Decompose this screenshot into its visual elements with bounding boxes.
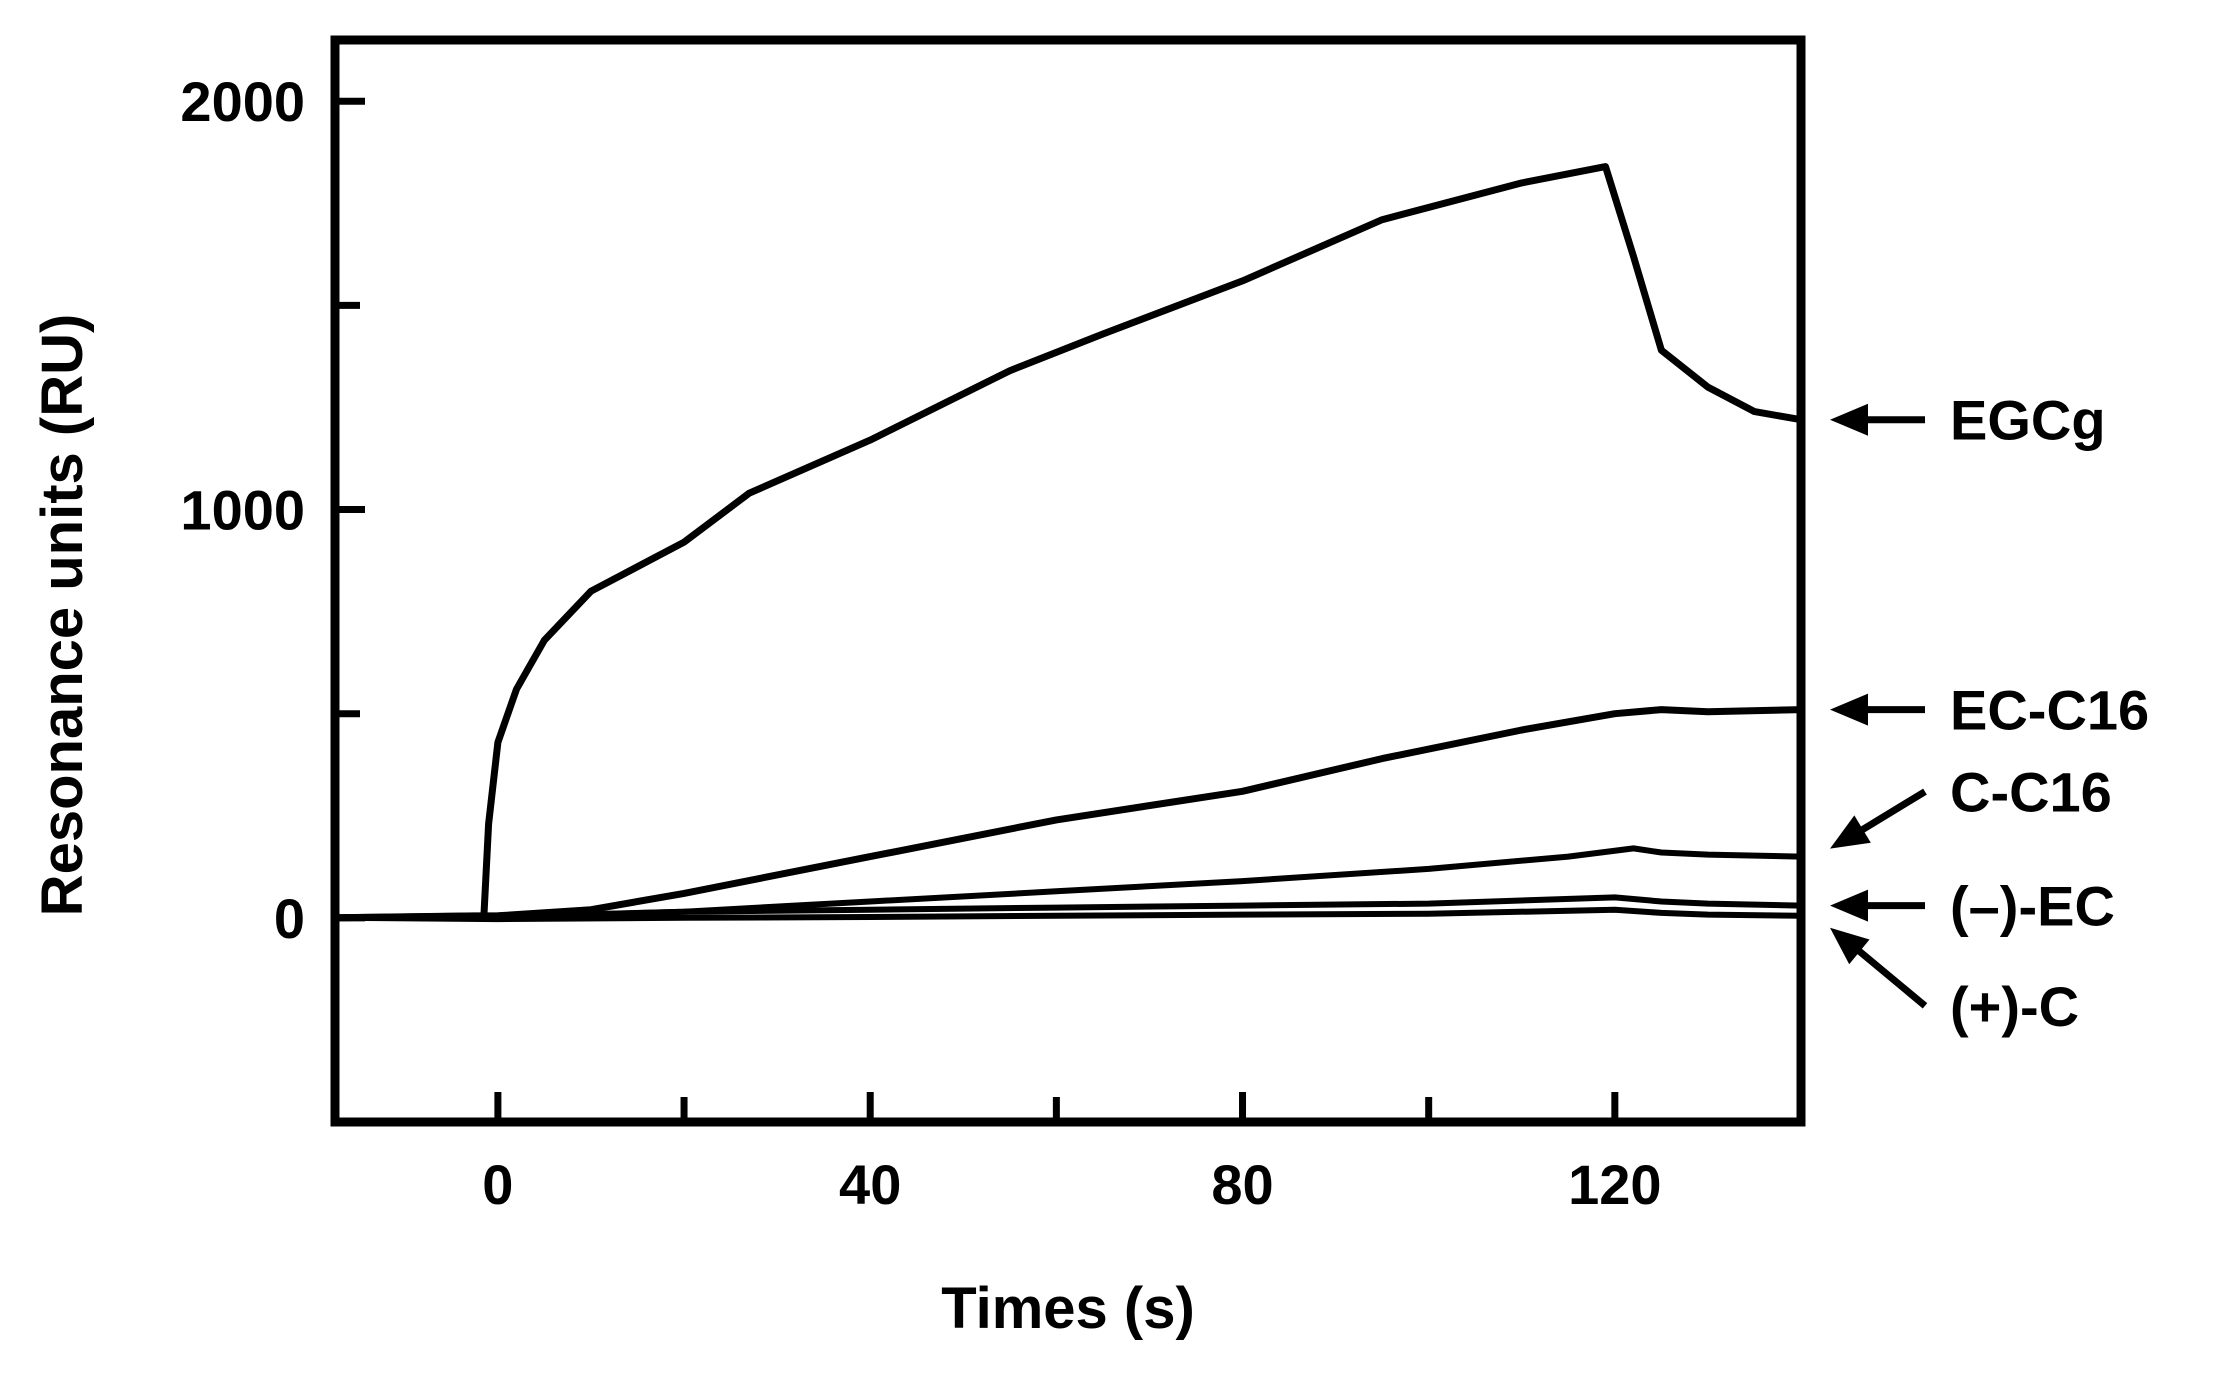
legend-arrow-shaft-c: [1847, 940, 1928, 1009]
legend-entry-ec-c16: EC-C16: [1830, 679, 2149, 742]
series-line-egcg: [331, 163, 1805, 922]
legend-entry-egcg: EGCg: [1830, 389, 2106, 452]
legend-entry-c-c16: C-C16: [1830, 761, 2112, 849]
legend-arrow-head-egcg: [1830, 403, 1868, 436]
x-tick-label-40: 40: [839, 1153, 901, 1216]
legend-label-ec: (–)-EC: [1950, 875, 2115, 938]
legend-entry-c: (+)-C: [1830, 927, 2079, 1038]
series-line-ec-c16: [331, 706, 1805, 922]
legend-label-c: (+)-C: [1950, 975, 2079, 1038]
y-tick-label-0: 0: [274, 887, 305, 950]
y-tick-label-2000: 2000: [180, 70, 305, 133]
legend-arrow-head-c: [1830, 927, 1870, 965]
legend-entry-ec: (–)-EC: [1830, 875, 2115, 938]
series-line-ec: [332, 894, 1804, 921]
y-axis-label: Resonance units (RU): [30, 314, 95, 917]
plot-frame: [330, 35, 1806, 1127]
x-axis-label: Times (s): [941, 1276, 1195, 1341]
legend-label-ec-c16: EC-C16: [1950, 679, 2149, 742]
legend-layer: EGCg EC-C16 C-C16 (–)-EC (+)-C: [1830, 389, 2149, 1038]
x-tick-label-120: 120: [1568, 1153, 1661, 1216]
ticks-layer: [335, 97, 1619, 1122]
legend-arrow-head-ec-c16: [1830, 693, 1868, 726]
legend-arrow-head-c-c16: [1830, 815, 1871, 849]
x-tick-label-80: 80: [1211, 1153, 1273, 1216]
legend-arrow-head-ec: [1830, 889, 1868, 922]
x-tick-label-0: 0: [482, 1153, 513, 1216]
y-tick-label-1000: 1000: [180, 479, 305, 542]
curves-layer: [331, 163, 1805, 923]
legend-label-c-c16: C-C16: [1950, 761, 2112, 824]
tick-labels-layer: 0 40 80 120 0 1000 2000: [180, 70, 1661, 1216]
series-line-c: [332, 906, 1804, 923]
legend-label-egcg: EGCg: [1950, 389, 2106, 452]
